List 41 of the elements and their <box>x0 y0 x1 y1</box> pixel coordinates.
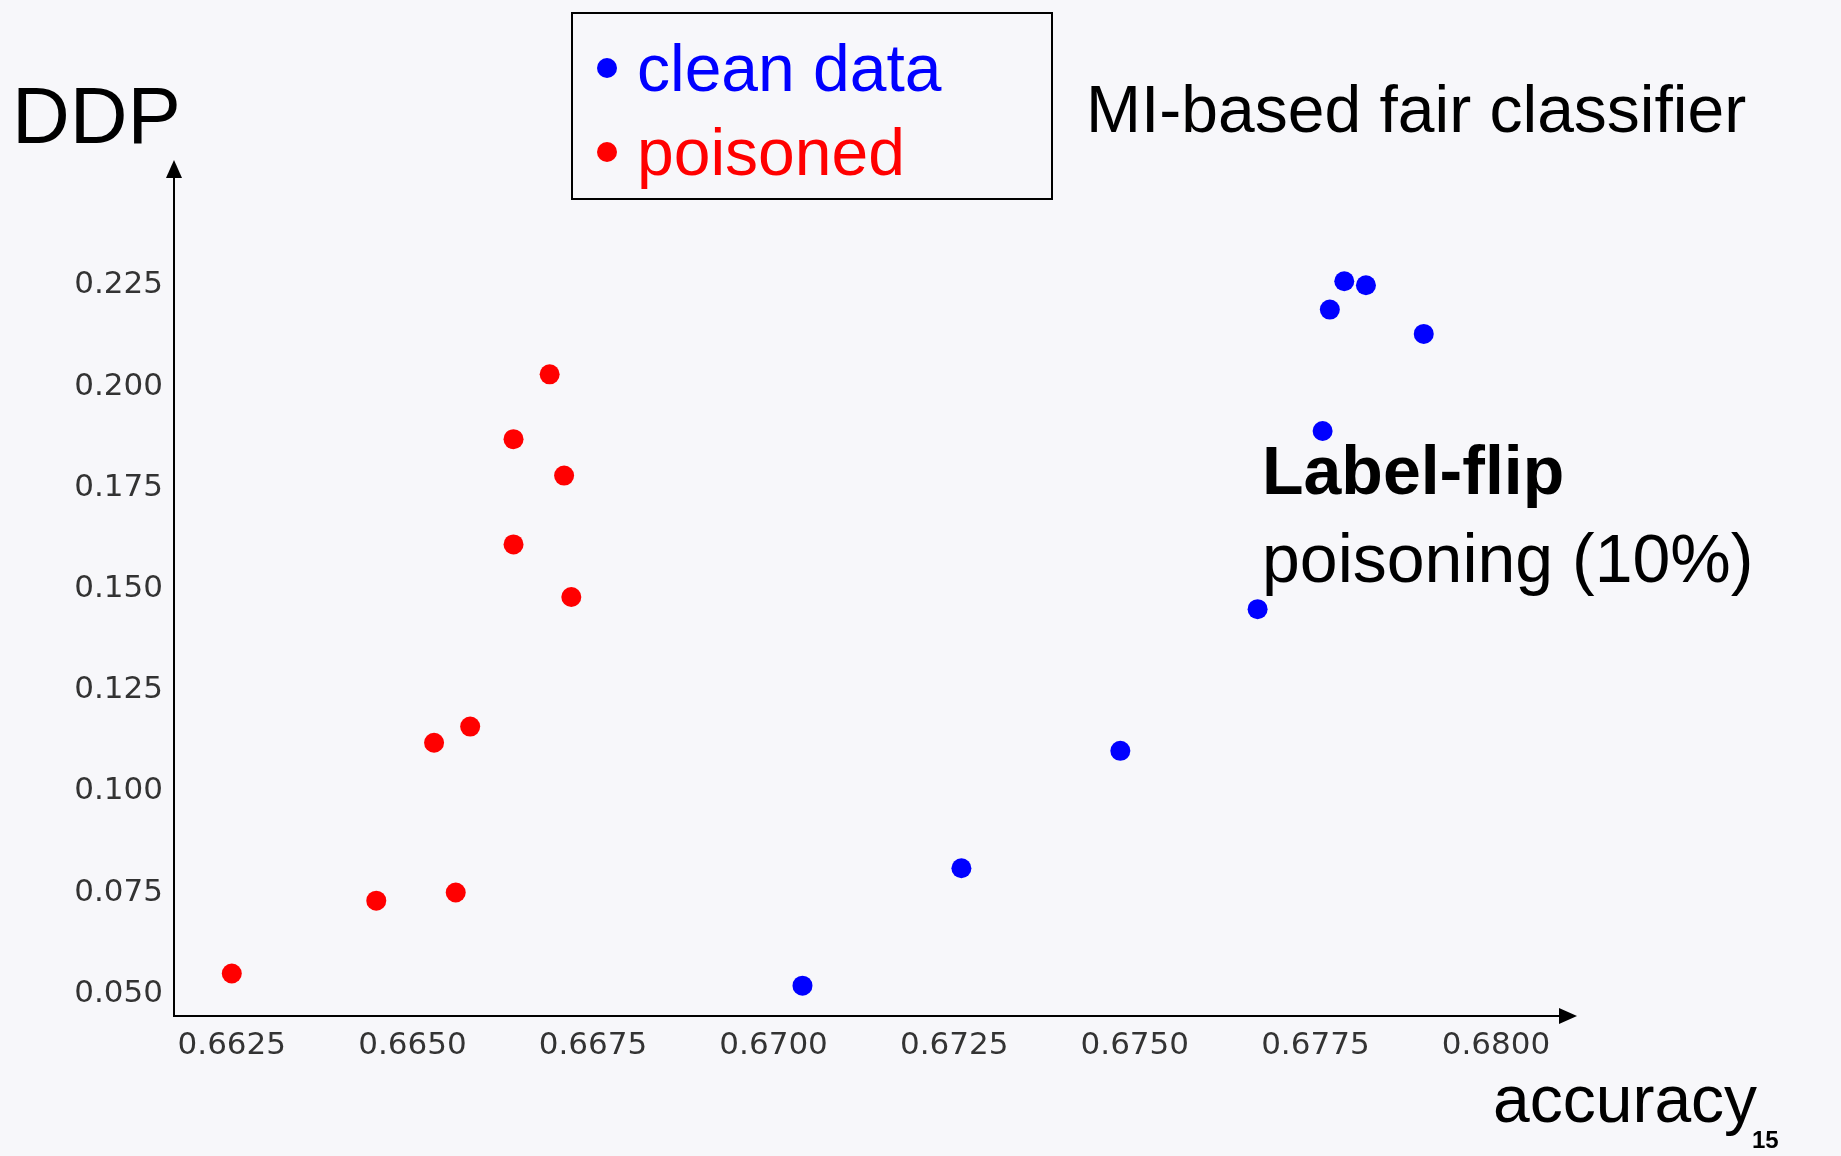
point <box>1319 299 1340 320</box>
y-tick-label: 0.050 <box>74 972 163 1009</box>
point <box>503 429 524 450</box>
x-tick-label: 0.6775 <box>1261 1024 1370 1061</box>
x-tick-label: 0.6750 <box>1080 1024 1190 1061</box>
x-tick-label: 0.6725 <box>899 1024 1009 1061</box>
y-tick-label: 0.100 <box>74 770 163 807</box>
x-tick-label: 0.6650 <box>358 1024 467 1061</box>
point <box>951 858 972 879</box>
y-tick-label: 0.125 <box>74 669 163 706</box>
y-axis-title: DDP <box>12 71 181 160</box>
point <box>1312 421 1333 442</box>
point <box>445 882 466 903</box>
point <box>366 890 387 911</box>
annotation: poisoning (10%) <box>1262 520 1754 596</box>
y-tick-label: 0.150 <box>74 567 163 604</box>
x-tick-label: 0.6700 <box>719 1024 828 1061</box>
legend-label: poisoned <box>637 114 905 191</box>
point <box>561 587 582 608</box>
y-tick-label: 0.200 <box>74 365 163 402</box>
y-tick-label: 0.175 <box>74 466 163 503</box>
y-tick-label: 0.225 <box>74 264 163 301</box>
x-tick-label: 0.6625 <box>177 1024 287 1061</box>
point <box>539 364 560 385</box>
point <box>1334 271 1355 292</box>
chart-title: MI-based fair classifier <box>1086 72 1747 146</box>
y-tick-label: 0.075 <box>74 871 163 908</box>
point <box>424 732 445 753</box>
legend-label: clean data <box>637 30 942 107</box>
point <box>460 716 481 737</box>
point <box>554 465 575 486</box>
point <box>1247 599 1268 620</box>
annotation: Label-flip <box>1262 432 1565 508</box>
x-tick-label: 0.6675 <box>538 1024 648 1061</box>
point <box>1413 323 1434 344</box>
point <box>503 534 524 555</box>
point <box>1355 275 1376 296</box>
point <box>1110 740 1131 761</box>
point <box>792 975 813 996</box>
point <box>221 963 242 984</box>
x-tick-label: 0.6800 <box>1441 1024 1551 1061</box>
